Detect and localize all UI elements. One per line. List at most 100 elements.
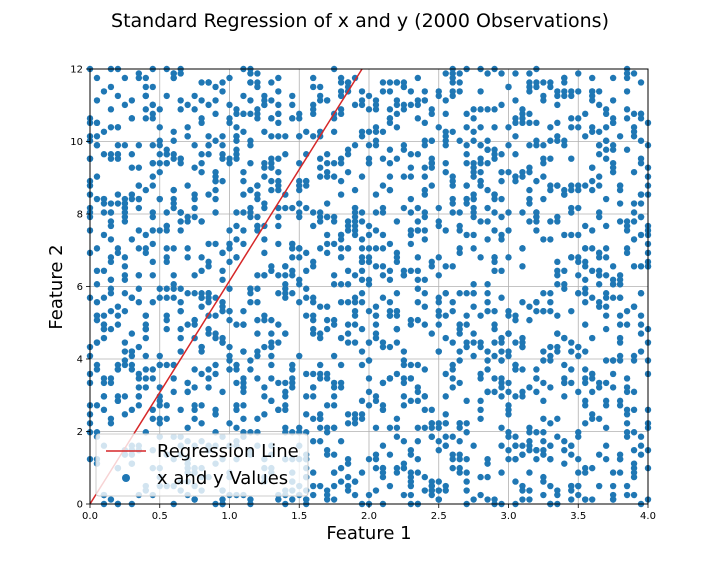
scatter-point <box>589 267 596 275</box>
scatter-point <box>198 343 205 351</box>
scatter-point <box>491 124 498 131</box>
scatter-point <box>219 249 226 257</box>
scatter-point <box>177 298 184 306</box>
scatter-point <box>414 101 422 109</box>
scatter-point <box>114 92 122 100</box>
scatter-point <box>616 200 624 207</box>
scatter-point <box>623 384 631 391</box>
scatter-point <box>421 213 428 221</box>
scatter-point <box>484 290 491 297</box>
scatter-point <box>205 258 212 266</box>
scatter-point <box>582 245 589 252</box>
scatter-point <box>595 267 603 275</box>
scatter-point <box>435 478 442 485</box>
scatter-point <box>93 316 101 324</box>
scatter-point <box>435 420 442 427</box>
scatter-point <box>484 460 491 467</box>
scatter-point <box>254 375 261 382</box>
scatter-point <box>337 236 345 243</box>
scatter-point <box>296 213 303 221</box>
scatter-point <box>372 334 380 342</box>
scatter-point <box>337 254 345 261</box>
scatter-point <box>337 92 345 100</box>
scatter-point <box>296 182 303 189</box>
scatter-point <box>219 177 226 185</box>
scatter-point <box>316 361 324 369</box>
scatter-point <box>114 312 122 319</box>
scatter-point <box>477 491 484 499</box>
scatter-point <box>365 276 373 283</box>
scatter-point <box>442 487 449 494</box>
scatter-point <box>163 151 170 158</box>
scatter-point <box>337 88 345 95</box>
scatter-point <box>93 97 101 104</box>
scatter-point <box>595 379 603 387</box>
scatter-point <box>393 258 401 266</box>
scatter-point <box>609 482 617 490</box>
scatter-point <box>449 433 456 440</box>
scatter-point <box>121 101 129 109</box>
scatter-point <box>470 303 477 310</box>
scatter-point <box>93 267 101 275</box>
scatter-point <box>393 424 401 431</box>
scatter-point <box>316 370 324 378</box>
scatter-point <box>149 272 156 279</box>
scatter-point <box>372 137 380 144</box>
scatter-point <box>400 83 408 91</box>
scatter-point <box>637 213 645 221</box>
scatter-point <box>526 142 533 149</box>
scatter-point <box>393 433 401 440</box>
scatter-point <box>275 496 282 503</box>
scatter-point <box>135 74 143 82</box>
scatter-point <box>121 218 129 225</box>
scatter-point <box>421 119 428 127</box>
scatter-point <box>470 442 477 449</box>
scatter-point <box>289 375 296 382</box>
scatter-point <box>310 110 317 118</box>
scatter-point <box>547 218 554 225</box>
scatter-point <box>212 361 219 369</box>
scatter-point <box>442 442 449 449</box>
scatter-point <box>142 366 149 373</box>
scatter-point <box>414 455 422 463</box>
scatter-point <box>128 97 136 104</box>
scatter-point <box>198 294 205 301</box>
scatter-point <box>191 290 198 297</box>
scatter-point <box>547 307 554 315</box>
y-tick-label: 4 <box>77 355 83 366</box>
scatter-point <box>575 388 582 396</box>
scatter-point <box>484 455 491 463</box>
scatter-point <box>582 263 589 270</box>
scatter-point <box>372 487 380 494</box>
scatter-point <box>268 159 275 167</box>
scatter-point <box>184 124 191 131</box>
scatter-point <box>121 263 129 270</box>
scatter-point <box>477 473 484 481</box>
scatter-point <box>554 88 561 95</box>
scatter-point <box>310 438 317 445</box>
scatter-point <box>107 276 115 283</box>
scatter-point <box>149 415 156 422</box>
scatter-point <box>533 218 540 225</box>
scatter-point <box>226 101 233 109</box>
scatter-point <box>351 478 359 485</box>
scatter-point <box>296 245 303 252</box>
scatter-point <box>554 92 561 100</box>
scatter-point <box>477 124 484 131</box>
scatter-point <box>330 469 338 476</box>
scatter-point <box>219 276 226 283</box>
scatter-point <box>191 321 198 328</box>
scatter-point <box>449 79 456 86</box>
scatter-point <box>212 177 219 185</box>
scatter-point <box>637 159 645 167</box>
scatter-point <box>275 379 282 387</box>
scatter-point <box>240 379 247 387</box>
scatter-point <box>533 227 540 234</box>
scatter-point <box>191 142 198 149</box>
scatter-point <box>289 379 296 387</box>
scatter-point <box>575 469 582 476</box>
scatter-point <box>498 151 505 158</box>
scatter-point <box>575 491 582 499</box>
scatter-point <box>365 375 373 382</box>
scatter-point <box>407 164 415 171</box>
